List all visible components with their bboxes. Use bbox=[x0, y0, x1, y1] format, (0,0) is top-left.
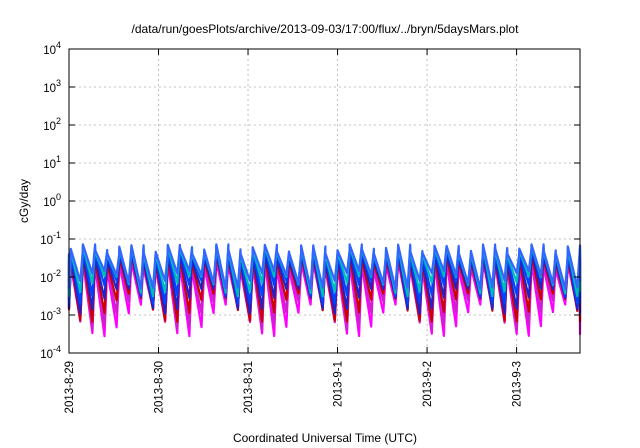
y-tick-label: 10-4 bbox=[40, 344, 61, 361]
y-axis-label: cGy/day bbox=[17, 179, 31, 223]
y-tick-label: 10-2 bbox=[40, 268, 61, 285]
chart-title: /data/run/goesPlots/archive/2013-09-03/1… bbox=[132, 22, 520, 36]
x-tick-label: 2013-8-31 bbox=[243, 361, 255, 413]
x-axis-label: Coordinated Universal Time (UTC) bbox=[233, 431, 417, 445]
y-tick-label: 104 bbox=[43, 40, 61, 57]
x-tick-label: 2013-9-3 bbox=[512, 361, 524, 407]
y-tick-label: 10-3 bbox=[40, 306, 61, 323]
y-tick-label: 102 bbox=[43, 116, 61, 133]
x-tick-label: 2013-8-29 bbox=[64, 361, 76, 413]
y-tick-label: 10-1 bbox=[40, 230, 61, 247]
y-tick-label: 101 bbox=[43, 154, 61, 171]
series-group bbox=[67, 243, 582, 338]
x-tick-label: 2013-9-1 bbox=[333, 361, 345, 407]
y-tick-label: 103 bbox=[43, 78, 61, 95]
x-tick-label: 2013-8-30 bbox=[154, 361, 166, 413]
x-axis-ticks: 2013-8-29 2013-8-30 2013-8-31 2013-9-1 2013-… bbox=[64, 49, 524, 413]
y-axis-ticks: 10-4 10-3 10-2 10-1 100 101 102 103 104 bbox=[40, 40, 580, 361]
x-tick-label: 2013-9-2 bbox=[422, 361, 434, 407]
y-tick-label: 100 bbox=[43, 192, 61, 209]
series-line bbox=[67, 243, 582, 290]
